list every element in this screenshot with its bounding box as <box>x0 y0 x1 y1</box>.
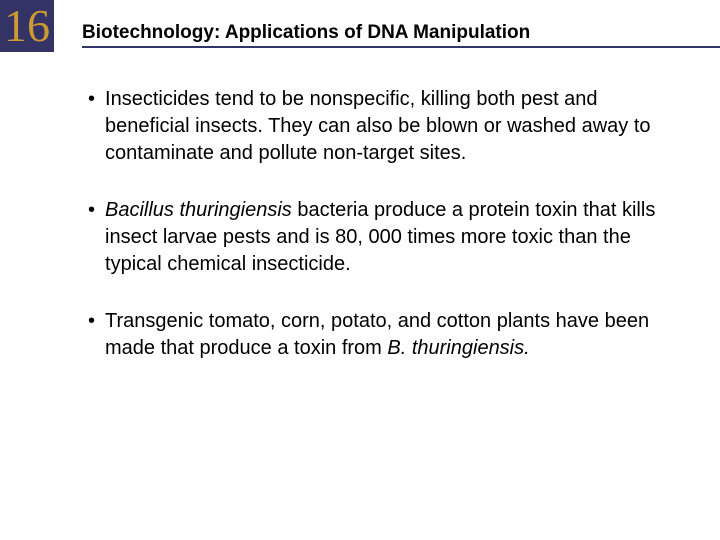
bullet-pre: Insecticides tend to be nonspecific, kil… <box>105 88 651 164</box>
bullet-item: • Insecticides tend to be nonspecific, k… <box>88 86 658 167</box>
slide-content: • Insecticides tend to be nonspecific, k… <box>0 52 720 362</box>
bullet-dot: • <box>88 308 95 362</box>
bullet-text: Transgenic tomato, corn, potato, and cot… <box>105 308 658 362</box>
bullet-text: Bacillus thuringiensis bacteria produce … <box>105 197 658 278</box>
bullet-italic: B. thuringiensis. <box>387 337 529 359</box>
bullet-text: Insecticides tend to be nonspecific, kil… <box>105 86 658 167</box>
bullet-item: • Transgenic tomato, corn, potato, and c… <box>88 308 658 362</box>
bullet-item: • Bacillus thuringiensis bacteria produc… <box>88 197 658 278</box>
bullet-italic: Bacillus thuringiensis <box>105 199 292 221</box>
slide-title: Biotechnology: Applications of DNA Manip… <box>82 22 720 48</box>
bullet-pre: Transgenic tomato, corn, potato, and cot… <box>105 310 649 359</box>
bullet-dot: • <box>88 86 95 167</box>
slide-header: 16 Biotechnology: Applications of DNA Ma… <box>0 0 720 52</box>
title-wrap: Biotechnology: Applications of DNA Manip… <box>54 0 720 52</box>
chapter-number: 16 <box>4 3 50 49</box>
chapter-number-box: 16 <box>0 0 54 52</box>
bullet-dot: • <box>88 197 95 278</box>
